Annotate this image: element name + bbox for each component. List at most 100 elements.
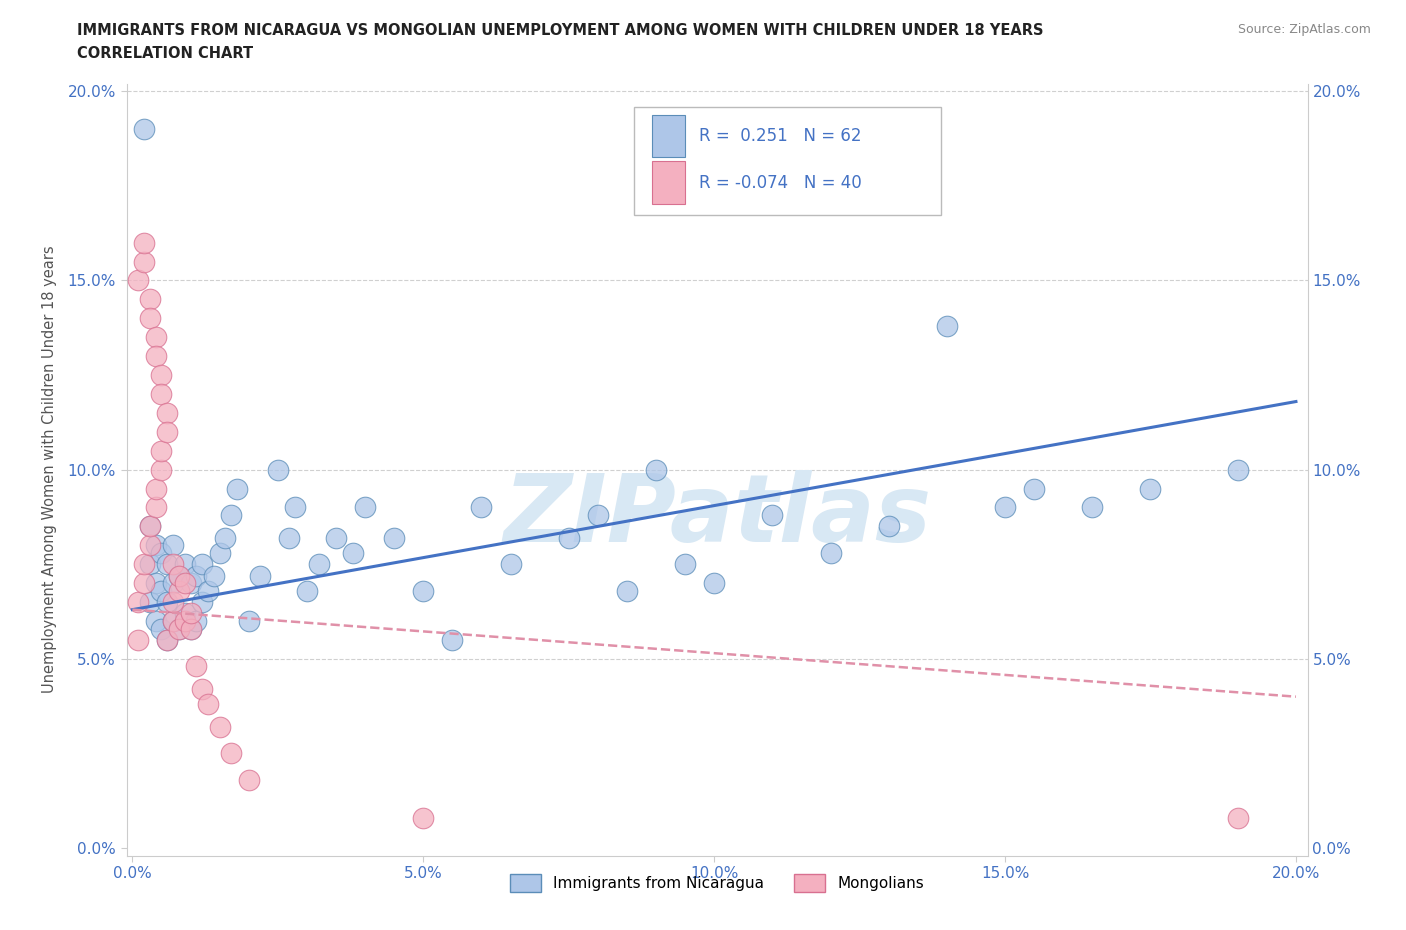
Point xyxy=(935,318,957,333)
Point xyxy=(284,500,307,515)
Point xyxy=(167,568,190,583)
Point xyxy=(173,606,195,621)
Point xyxy=(173,576,195,591)
Point xyxy=(645,462,668,477)
Point xyxy=(616,583,638,598)
Point xyxy=(238,773,260,788)
Point xyxy=(180,621,202,636)
Point xyxy=(586,508,609,523)
Point xyxy=(226,481,249,496)
Point xyxy=(1226,810,1249,825)
Point xyxy=(162,538,184,552)
Point xyxy=(197,697,219,711)
FancyBboxPatch shape xyxy=(652,161,685,204)
Point xyxy=(132,235,155,250)
Point xyxy=(441,632,464,647)
Point xyxy=(156,424,179,439)
Text: IMMIGRANTS FROM NICARAGUA VS MONGOLIAN UNEMPLOYMENT AMONG WOMEN WITH CHILDREN UN: IMMIGRANTS FROM NICARAGUA VS MONGOLIAN U… xyxy=(77,23,1043,38)
Point xyxy=(150,444,173,458)
Point xyxy=(308,557,330,572)
Point xyxy=(145,330,167,345)
Point xyxy=(249,568,271,583)
Point xyxy=(150,546,173,561)
Point xyxy=(150,462,173,477)
Point xyxy=(186,614,208,629)
Text: CORRELATION CHART: CORRELATION CHART xyxy=(77,46,253,61)
Point xyxy=(139,594,162,609)
Point xyxy=(173,557,195,572)
Point xyxy=(156,594,179,609)
Point xyxy=(238,614,260,629)
Point xyxy=(167,583,190,598)
Point xyxy=(145,538,167,552)
Point xyxy=(132,557,155,572)
Point xyxy=(167,621,190,636)
Point xyxy=(820,546,842,561)
Point xyxy=(173,614,195,629)
Point xyxy=(139,519,162,534)
Point xyxy=(150,367,173,382)
Point xyxy=(877,519,900,534)
Point xyxy=(761,508,783,523)
Point xyxy=(499,557,522,572)
Point xyxy=(139,557,162,572)
Point xyxy=(156,632,179,647)
Point xyxy=(673,557,696,572)
Point xyxy=(145,481,167,496)
Point xyxy=(354,500,377,515)
Point xyxy=(127,273,149,288)
Point xyxy=(191,682,214,697)
Legend: Immigrants from Nicaragua, Mongolians: Immigrants from Nicaragua, Mongolians xyxy=(503,869,931,898)
Point xyxy=(150,583,173,598)
Point xyxy=(167,621,190,636)
Point xyxy=(180,576,202,591)
Point xyxy=(342,546,364,561)
Point xyxy=(162,557,184,572)
Point xyxy=(208,546,231,561)
Point xyxy=(197,583,219,598)
Point xyxy=(219,746,242,761)
Point xyxy=(180,621,202,636)
Point xyxy=(208,720,231,735)
Point xyxy=(214,530,236,545)
Point xyxy=(325,530,347,545)
Point xyxy=(139,538,162,552)
Point xyxy=(127,594,149,609)
Text: ZIPatlas: ZIPatlas xyxy=(503,470,931,562)
Point xyxy=(150,621,173,636)
Point xyxy=(202,568,225,583)
Text: R = -0.074   N = 40: R = -0.074 N = 40 xyxy=(699,174,862,192)
Point xyxy=(557,530,579,545)
Point xyxy=(162,576,184,591)
Point xyxy=(278,530,301,545)
Point xyxy=(162,614,184,629)
Point xyxy=(132,122,155,137)
Y-axis label: Unemployment Among Women with Children Under 18 years: Unemployment Among Women with Children U… xyxy=(42,246,56,694)
Point xyxy=(139,292,162,307)
Point xyxy=(139,311,162,325)
Point xyxy=(145,614,167,629)
Text: Source: ZipAtlas.com: Source: ZipAtlas.com xyxy=(1237,23,1371,36)
Point xyxy=(1226,462,1249,477)
Point xyxy=(156,405,179,420)
Point xyxy=(145,349,167,364)
Point xyxy=(470,500,492,515)
Point xyxy=(127,632,149,647)
Point xyxy=(132,576,155,591)
Point xyxy=(139,519,162,534)
Point xyxy=(1081,500,1104,515)
Point xyxy=(412,810,434,825)
Point xyxy=(703,576,725,591)
Point xyxy=(167,568,190,583)
Point xyxy=(219,508,242,523)
Point xyxy=(191,594,214,609)
Point xyxy=(162,614,184,629)
Point xyxy=(156,557,179,572)
FancyBboxPatch shape xyxy=(652,115,685,157)
Point xyxy=(162,594,184,609)
FancyBboxPatch shape xyxy=(634,107,942,215)
Point xyxy=(1024,481,1046,496)
Point xyxy=(156,632,179,647)
Point xyxy=(267,462,290,477)
Point xyxy=(295,583,318,598)
